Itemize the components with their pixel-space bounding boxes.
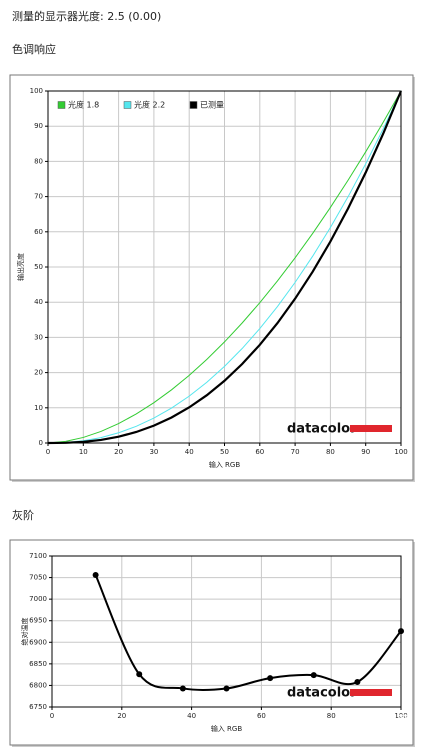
y-tick-label: 6850 [29, 660, 47, 668]
data-point [92, 571, 99, 578]
y-tick-label: 100 [30, 87, 43, 95]
data-point [398, 628, 404, 635]
series-line [47, 90, 403, 445]
x-tick-label: 40 [185, 448, 194, 456]
data-point [179, 685, 186, 692]
y-tick-label: 6800 [29, 681, 47, 689]
section-title: 灰阶 [12, 509, 34, 522]
watermark: 什么值得买 [337, 713, 412, 731]
x-tick-label: 100 [394, 712, 407, 720]
x-tick-label: 50 [220, 448, 229, 456]
x-tick-label: 30 [149, 448, 158, 456]
y-tick-label: 6900 [29, 638, 47, 646]
y-tick-label: 6950 [29, 617, 47, 625]
y-tick-label: 0 [39, 439, 43, 447]
y-tick-label: 90 [34, 122, 43, 130]
x-tick-label: 60 [255, 448, 264, 456]
gamma-line: 测量的显示器光度: 2.5 (0.00) [12, 10, 162, 23]
x-tick-label: 60 [257, 712, 266, 720]
plot-area [52, 556, 401, 707]
x-tick-label: 80 [326, 448, 335, 456]
y-tick-label: 30 [34, 333, 43, 341]
y-tick-label: 7000 [29, 595, 47, 603]
y-tick-label: 20 [34, 369, 43, 377]
legend-label: 光度 1.8 [68, 100, 99, 110]
x-tick-label: 0 [46, 448, 50, 456]
watermark-sub: SMZDM.COM [343, 735, 408, 746]
x-tick-label: 70 [291, 448, 300, 456]
y-axis-title: 输出亮度 [16, 253, 25, 281]
data-point [267, 675, 274, 682]
data-point [136, 671, 143, 678]
data-point [223, 685, 230, 692]
y-tick-label: 80 [34, 157, 43, 165]
data-point [310, 672, 317, 679]
y-tick-label: 7100 [29, 552, 47, 560]
y-axis-title: 绝对温度 [20, 618, 29, 646]
logo: datacolor [287, 686, 357, 701]
x-tick-label: 100 [394, 448, 407, 456]
x-tick-label: 20 [114, 448, 123, 456]
legend-swatch [57, 101, 66, 109]
x-tick-label: 20 [117, 712, 126, 720]
series-line [47, 90, 402, 444]
x-tick-label: 0 [50, 712, 54, 720]
legend-swatch [123, 101, 132, 109]
y-tick-label: 10 [34, 404, 43, 412]
y-tick-label: 50 [34, 263, 43, 271]
y-tick-label: 6750 [29, 703, 47, 711]
x-tick-label: 10 [79, 448, 88, 456]
logo-bar [350, 689, 392, 696]
y-tick-label: 70 [34, 193, 43, 201]
plot-border [47, 90, 402, 444]
x-axis-title: 输入 RGB [209, 460, 241, 469]
logo: datacolor [287, 422, 357, 437]
legend-swatch [189, 101, 198, 109]
data-point [354, 678, 361, 685]
logo-bar [350, 425, 392, 432]
y-tick-label: 40 [34, 298, 43, 306]
y-tick-label: 7050 [29, 574, 47, 582]
legend-label: 已测量 [200, 101, 224, 110]
x-axis-title: 输入 RGB [211, 724, 243, 733]
section-title: 色调响应 [12, 43, 56, 56]
series-line [47, 90, 402, 444]
legend-label: 光度 2.2 [134, 100, 165, 110]
y-tick-label: 60 [34, 228, 43, 236]
x-tick-label: 90 [361, 448, 370, 456]
x-tick-label: 40 [187, 712, 196, 720]
x-tick-label: 80 [327, 712, 336, 720]
